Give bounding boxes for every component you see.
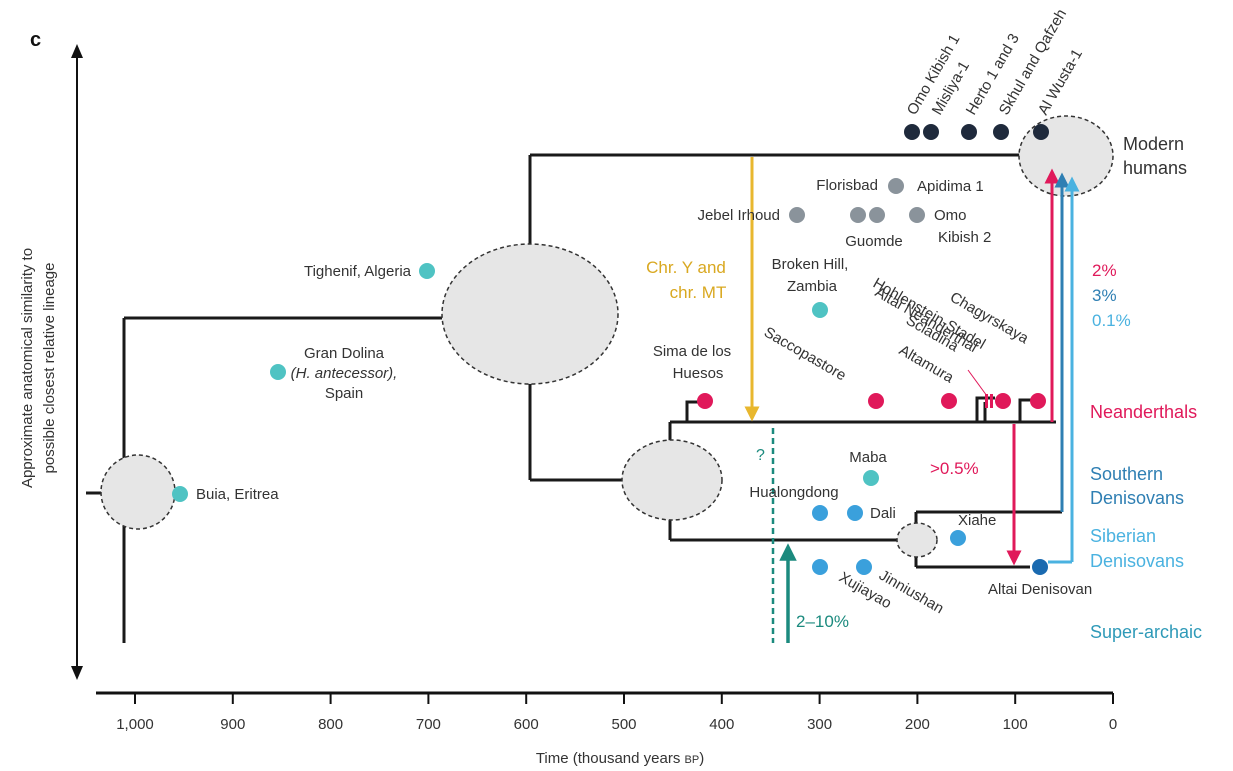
x-tick-label: 800 <box>318 716 343 733</box>
x-tick-label: 300 <box>807 716 832 733</box>
dot-sima <box>697 393 713 409</box>
dot-herto <box>961 124 977 140</box>
dot-altai-neanderthal <box>990 394 993 408</box>
nodes <box>100 115 1114 558</box>
label-jebel-irhoud: Jebel Irhoud <box>697 207 780 224</box>
pct-01: 0.1% <box>1092 311 1131 330</box>
y-axis-title-line1: Approximate anatomical similarity to <box>19 248 36 488</box>
dot-hohlenstein <box>995 393 1011 409</box>
x-tick-label: 900 <box>220 716 245 733</box>
x-tick-label: 700 <box>416 716 441 733</box>
label-florisbad: Florisbad <box>816 177 878 194</box>
dot-dali <box>847 505 863 521</box>
pct-2-10: 2–10% <box>796 612 849 631</box>
label-super-archaic: Super-archaic <box>1090 622 1202 642</box>
label-gran-dolina-1: Gran Dolina <box>304 345 385 362</box>
dot-florisbad <box>850 207 866 223</box>
label-sima-1: Sima de los <box>653 343 731 360</box>
node-600k <box>441 243 619 385</box>
y-axis <box>71 44 83 680</box>
label-neanderthals: Neanderthals <box>1090 402 1197 422</box>
x-tick-label: 400 <box>709 716 734 733</box>
dot-saccopastore <box>868 393 884 409</box>
label-apidima: Apidima 1 <box>917 178 984 195</box>
dot-scladina <box>985 394 988 408</box>
node-modern <box>1018 115 1114 197</box>
label-xiahe: Xiahe <box>958 512 996 529</box>
dot-guomde <box>869 207 885 223</box>
dot-misliya <box>923 124 939 140</box>
node-denisovan <box>896 522 938 558</box>
label-dali: Dali <box>870 505 896 522</box>
dot-gran-dolina <box>270 364 286 380</box>
label-hualongdong: Hualongdong <box>749 484 838 501</box>
dot-buia <box>172 486 188 502</box>
dot-xujiayao <box>812 559 828 575</box>
label-modern-humans: Modern <box>1123 134 1184 154</box>
dot-omo-kibish2 <box>909 207 925 223</box>
x-tick-label: 100 <box>1003 716 1028 733</box>
label-gran-dolina-2: (H. antecessor), <box>291 365 398 382</box>
pct-05: >0.5% <box>930 459 979 478</box>
dot-tighenif <box>419 263 435 279</box>
node-root <box>100 454 176 530</box>
label-siberian-denisovans: Siberian <box>1090 526 1156 546</box>
label-modern-humans-2: humans <box>1123 158 1187 178</box>
y-axis-title-line2: possible closest relative lineage <box>41 263 58 474</box>
label-siberian-denisovans-2: Denisovans <box>1090 551 1184 571</box>
label-buia: Buia, Eritrea <box>196 486 279 503</box>
pct-3: 3% <box>1092 286 1117 305</box>
dot-al-wusta <box>1033 124 1049 140</box>
dot-apidima <box>888 178 904 194</box>
dot-broken-hill <box>812 302 828 318</box>
label-omo-kibish2-1: Omo <box>934 207 967 224</box>
label-maba: Maba <box>849 449 887 466</box>
label-southern-denisovans: Southern <box>1090 464 1163 484</box>
x-axis-title: Time (thousand years BP) <box>536 750 704 767</box>
x-tick-label: 500 <box>611 716 636 733</box>
dot-omo-kibish1 <box>904 124 920 140</box>
dot-altai-denisovan <box>1032 559 1048 575</box>
label-altai-denisovan: Altai Denisovan <box>988 581 1092 598</box>
label-omo-kibish2-2: Kibish 2 <box>938 229 991 246</box>
node-archaic <box>621 439 723 521</box>
label-southern-denisovans-2: Denisovans <box>1090 488 1184 508</box>
label-tighenif: Tighenif, Algeria <box>304 263 412 280</box>
x-tick-label: 600 <box>514 716 539 733</box>
dot-maba <box>863 470 879 486</box>
label-broken-hill-2: Zambia <box>787 278 838 295</box>
pct-2: 2% <box>1092 261 1117 280</box>
x-tick-label: 1,000 <box>116 716 154 733</box>
label-guomde: Guomde <box>845 233 903 250</box>
question-mark: ? <box>756 447 765 464</box>
x-axis: 1,000 900 800 700 600 500 400 300 200 100 0 <box>96 691 1117 733</box>
tree <box>86 153 1062 643</box>
dot-xiahe <box>950 530 966 546</box>
label-sima-2: Huesos <box>673 365 724 382</box>
dot-skhul <box>993 124 1009 140</box>
dot-jinniushan <box>856 559 872 575</box>
dot-hualongdong <box>812 505 828 521</box>
chr-label-2: chr. MT <box>670 283 727 302</box>
label-gran-dolina-3: Spain <box>325 385 363 402</box>
panel-letter: c <box>30 29 41 51</box>
chr-label-1: Chr. Y and <box>646 258 726 277</box>
label-broken-hill-1: Broken Hill, <box>772 256 849 273</box>
x-tick-label: 0 <box>1109 716 1117 733</box>
dot-altamura <box>941 393 957 409</box>
label-saccopastore: Saccopastore <box>761 324 849 385</box>
dot-chagyrskaya <box>1030 393 1046 409</box>
dot-jebel-irhoud <box>789 207 805 223</box>
scladina-pointer <box>967 369 988 397</box>
x-tick-label: 200 <box>905 716 930 733</box>
